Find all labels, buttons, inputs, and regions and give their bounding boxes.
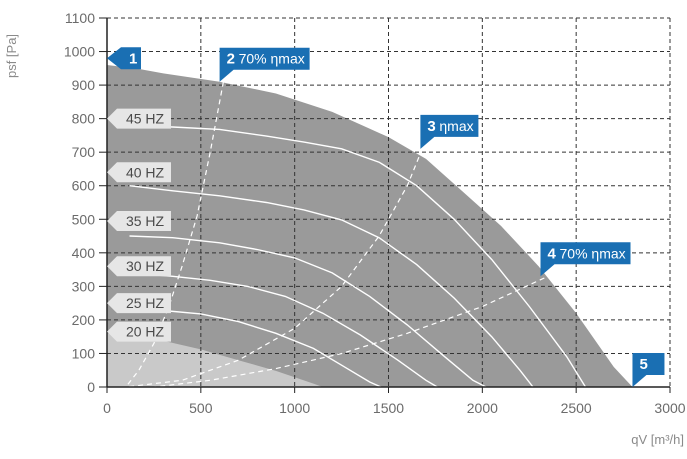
marker-number: 1	[129, 50, 137, 67]
speed-label-bg	[107, 321, 171, 342]
speed-label-text: 40 HZ	[126, 164, 165, 180]
marker-badge	[540, 242, 631, 277]
operating-area	[107, 65, 633, 387]
y-tick-label: 100	[72, 345, 96, 361]
speed-label-tag: 20 HZ	[107, 321, 171, 342]
speed-label-bg	[107, 162, 171, 183]
marker-badge	[107, 47, 141, 70]
speed-curve	[129, 124, 587, 388]
y-tick-label: 1000	[64, 44, 95, 60]
speed-curve	[129, 185, 534, 388]
speed-label-text: 30 HZ	[126, 258, 165, 274]
marker-3: 3 ηmax	[420, 114, 479, 149]
y-tick-label: 800	[72, 111, 96, 127]
speed-label-bg	[107, 210, 171, 231]
x-tick-label: 2000	[467, 400, 498, 416]
x-tick-label: 500	[189, 400, 213, 416]
y-tick-label: 900	[72, 77, 96, 93]
marker-number: 4	[548, 245, 557, 262]
y-tick-label: 400	[72, 245, 96, 261]
speed-label-text: 45 HZ	[126, 111, 165, 127]
speed-label-bg	[107, 108, 171, 129]
marker-badge	[632, 353, 665, 387]
marker-2: 2 70% ηmax	[219, 47, 310, 82]
marker-4: 4 70% ηmax	[540, 242, 631, 277]
speed-curve	[129, 307, 382, 388]
marker-badge	[420, 114, 479, 149]
x-tick-label: 1500	[373, 400, 404, 416]
marker-text: ηmax	[439, 118, 473, 134]
y-tick-label: 300	[72, 278, 96, 294]
speed-label-text: 20 HZ	[126, 324, 165, 340]
y-tick-label: 700	[72, 144, 96, 160]
operating-areas	[107, 65, 633, 387]
y-tick-label: 0	[87, 379, 95, 395]
speed-curve	[129, 272, 438, 388]
speed-label-tag: 35 HZ	[107, 210, 171, 231]
x-axis-title: qV [m³/h]	[631, 432, 684, 447]
marker-text: 70% ηmax	[560, 245, 626, 261]
x-tick-label: 1000	[279, 400, 310, 416]
y-tick-label: 600	[72, 178, 96, 194]
speed-label-tag: 40 HZ	[107, 162, 171, 183]
x-tick-label: 3000	[654, 400, 685, 416]
efficiency-lines	[125, 81, 545, 388]
speed-curves	[129, 124, 587, 388]
speed-label-bg	[107, 256, 171, 277]
low-speed-area	[107, 333, 323, 387]
marker-text: 70% ηmax	[239, 51, 305, 67]
marker-number: 2	[227, 51, 235, 68]
y-tick-label: 200	[72, 312, 96, 328]
efficiency-line	[125, 81, 224, 388]
marker-number: 5	[639, 356, 647, 373]
marker-1: 1	[107, 47, 141, 70]
marker-number: 3	[427, 118, 435, 135]
speed-label-bg	[107, 293, 171, 314]
speed-curve	[129, 235, 487, 388]
x-tick-label: 2500	[561, 400, 592, 416]
speed-label-tag: 30 HZ	[107, 256, 171, 277]
speed-label-text: 25 HZ	[126, 295, 165, 311]
speed-label-tag: 25 HZ	[107, 293, 171, 314]
speed-labels: 45 HZ 40 HZ 35 HZ 30 HZ 25 HZ 20 HZ	[107, 108, 171, 342]
y-tick-label: 1100	[65, 10, 95, 26]
efficiency-line	[153, 277, 545, 388]
y-axis-title: psf [Pa]	[4, 34, 19, 78]
marker-5: 5	[632, 353, 665, 387]
speed-label-tag: 45 HZ	[107, 108, 171, 129]
speed-label-text: 35 HZ	[126, 213, 165, 229]
efficiency-line	[125, 148, 423, 388]
marker-badge	[219, 47, 310, 82]
y-tick-label: 500	[72, 211, 96, 227]
x-tick-label: 0	[103, 400, 111, 416]
